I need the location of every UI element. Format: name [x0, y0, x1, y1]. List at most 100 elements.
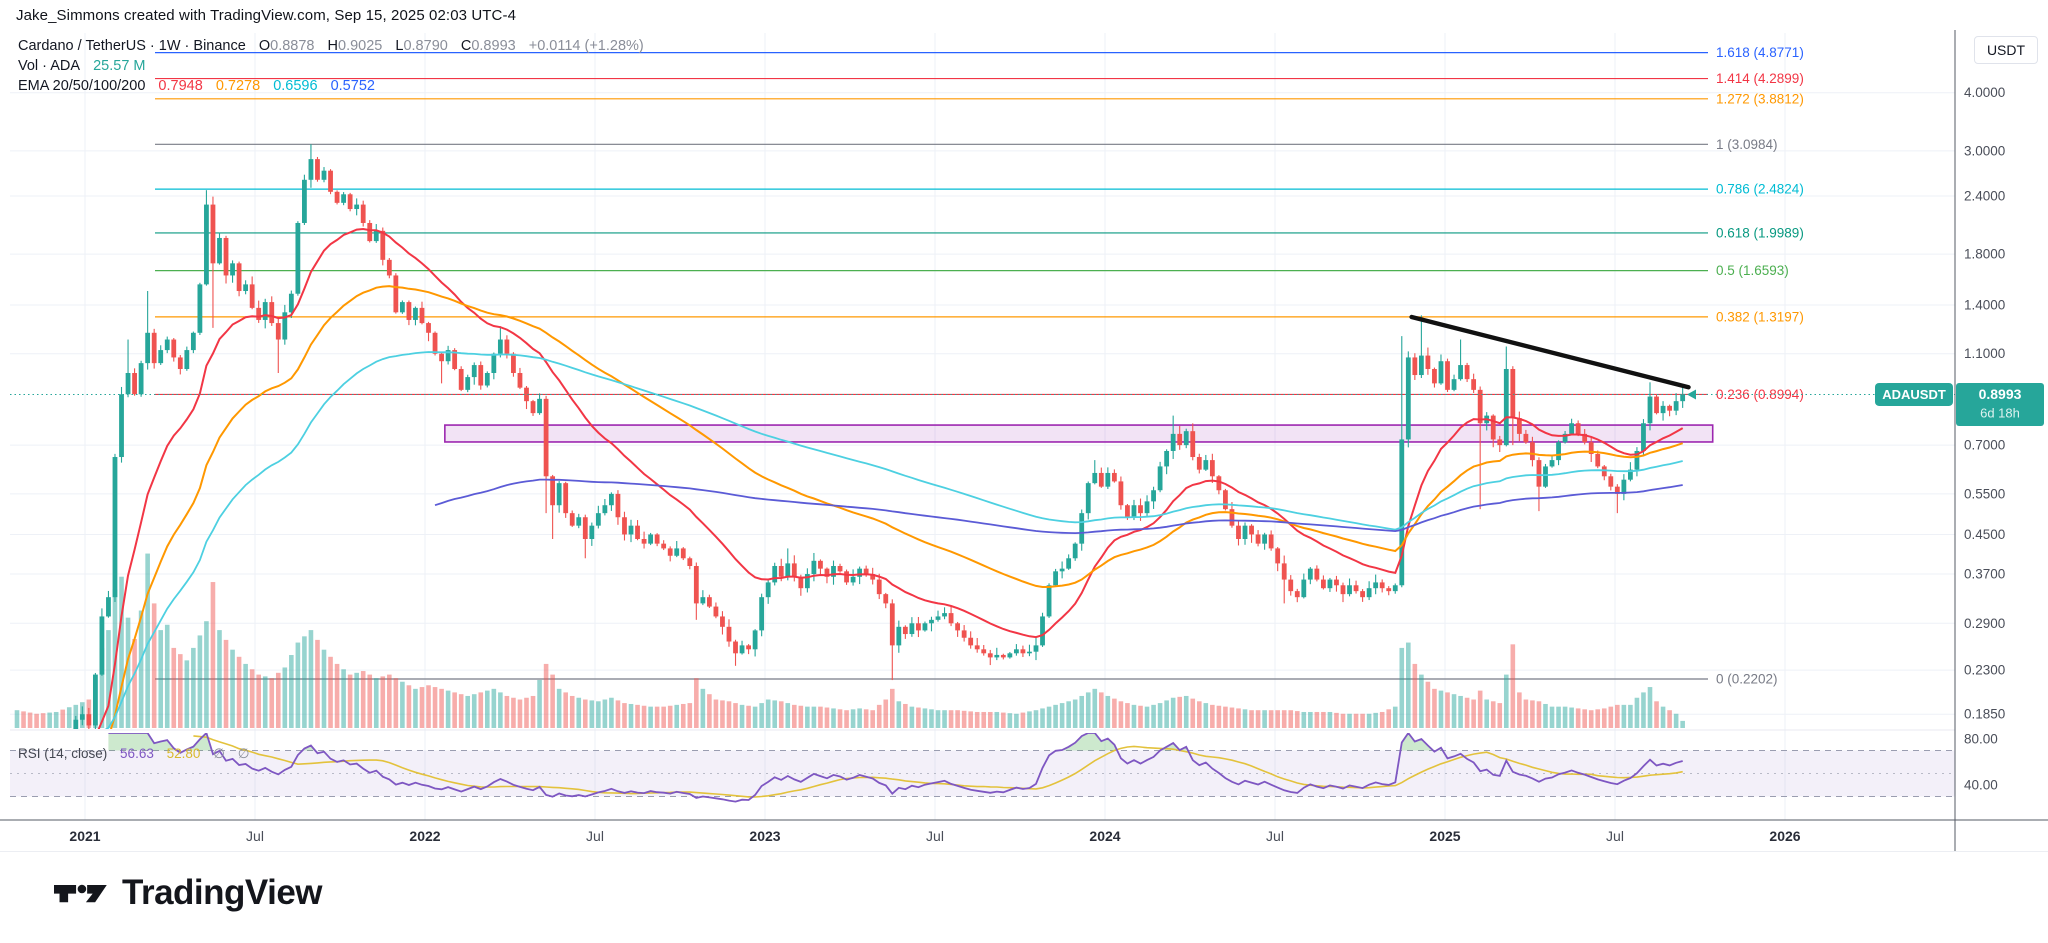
candle-body: [961, 630, 967, 638]
volume-bar: [556, 688, 562, 728]
symbol-title[interactable]: Cardano / TetherUS · 1W · Binance: [18, 38, 246, 54]
volume-bar: [1236, 708, 1241, 728]
candle-body: [1007, 653, 1013, 658]
candle-body: [393, 275, 399, 313]
supply-zone-rect[interactable]: [444, 424, 1714, 443]
volume-bar: [99, 647, 105, 728]
volume-bar: [178, 654, 183, 728]
candle-body: [1249, 525, 1254, 535]
candle-body: [1242, 525, 1248, 540]
volume-bar: [504, 695, 510, 728]
volume-bar: [151, 603, 157, 728]
candle-body: [249, 284, 255, 308]
candle-body: [595, 513, 601, 526]
volume-bar: [1621, 704, 1627, 728]
candle-body: [1203, 460, 1209, 470]
volume-bar: [1321, 711, 1326, 728]
candle-body: [511, 353, 516, 373]
volume-bar: [824, 707, 830, 728]
candle-body: [1588, 442, 1594, 454]
fib-retracement[interactable]: 1.618 (4.8771) 1.414 (4.2899) 1.272 (3.881…: [155, 45, 1804, 686]
candle-body: [628, 525, 634, 535]
price-axis[interactable]: 4.0000 3.0000 2.4000 1.8000 1.4000 1.1000 0.70…: [1964, 85, 2005, 792]
rsi-line: [108, 733, 1683, 803]
volume-bar: [909, 706, 915, 728]
candle-body: [458, 368, 464, 390]
candle-body: [1321, 579, 1326, 589]
candle-body: [1347, 585, 1352, 595]
candle-body: [1072, 543, 1078, 559]
volume-bar: [961, 710, 967, 728]
price-badge-value-box: [1956, 382, 2044, 426]
candle-body: [1177, 433, 1183, 446]
ema50-value: 0.7278: [215, 78, 261, 94]
volume-bar: [465, 695, 471, 728]
candle-body: [367, 222, 373, 242]
volume-bar: [47, 712, 52, 728]
candle-body: [386, 259, 392, 276]
candle-body: [896, 626, 902, 646]
descending-trendline[interactable]: [1409, 314, 1691, 390]
price-badge: ADAUSDT 0.8993 6d 18h: [1875, 382, 2044, 426]
candle-body: [223, 237, 229, 276]
volume-bar: [635, 704, 640, 728]
candle-body: [733, 641, 738, 654]
candle-body: [641, 539, 647, 544]
volume-bar: [334, 663, 340, 728]
candle-body: [791, 563, 797, 577]
candle-body: [713, 606, 719, 617]
candle-body: [308, 159, 314, 180]
rsi-label[interactable]: RSI (14, close): [18, 746, 108, 761]
candle-body: [922, 623, 928, 631]
volume-bar: [1216, 705, 1222, 728]
volume-bar: [1288, 710, 1294, 728]
rsi-legend: RSI (14, close) 56.63 52.80 ∅ ∅: [18, 746, 249, 762]
candle-body: [1262, 534, 1268, 544]
candle-body: [1490, 415, 1496, 440]
last-price-marker-icon: [1687, 389, 1696, 400]
candle-body: [1223, 490, 1228, 510]
candle-body: [112, 457, 118, 598]
candle-body: [1582, 433, 1588, 443]
volume-bar: [1660, 706, 1666, 728]
ema-label[interactable]: EMA 20/50/100/200: [18, 78, 146, 94]
candle-body: [177, 357, 183, 369]
volume-bar: [1340, 713, 1346, 728]
rsi-empty-icon-1: ∅: [213, 746, 225, 761]
candle-body: [1405, 357, 1411, 440]
candle-body: [1027, 651, 1032, 654]
candle-body: [321, 170, 327, 180]
candle-body: [399, 302, 405, 313]
time-axis[interactable]: 2021 Jul 2022 Jul 2023 Jul 2024 Jul 2025 Jul 2026: [69, 828, 1800, 844]
volume-bar: [125, 617, 131, 728]
ema20-value: 0.7948: [158, 78, 203, 94]
candle-body: [125, 373, 131, 395]
volume-bar: [1510, 644, 1516, 728]
volume-bar: [1027, 711, 1032, 728]
candle-body: [1111, 472, 1117, 482]
volume-label[interactable]: Vol · ADA: [18, 58, 81, 74]
candle-body: [1536, 460, 1542, 487]
tradingview-logo[interactable]: TradingView: [54, 873, 323, 913]
candle-body: [1530, 442, 1535, 461]
volume-bar: [1007, 713, 1013, 728]
volume-bar: [929, 709, 934, 728]
candle-body: [1066, 558, 1072, 569]
change-value: +0.0114 (+1.28%): [528, 38, 644, 54]
volume-bar: [1275, 710, 1280, 728]
currency-button[interactable]: USDT: [1974, 36, 2038, 64]
volume-bar: [1445, 692, 1450, 728]
volume-bar: [837, 709, 843, 728]
candle-body: [452, 350, 458, 369]
volume-bar: [798, 705, 804, 728]
volume-bar: [426, 685, 431, 728]
candle-body: [210, 204, 216, 264]
volume-bar: [1360, 713, 1365, 728]
candle-body: [373, 230, 379, 242]
volume-bar: [1327, 711, 1333, 728]
volume-bar: [1477, 690, 1483, 728]
volume-bar: [1373, 712, 1378, 728]
candle-body: [1314, 568, 1320, 580]
candle-body: [1614, 486, 1620, 494]
